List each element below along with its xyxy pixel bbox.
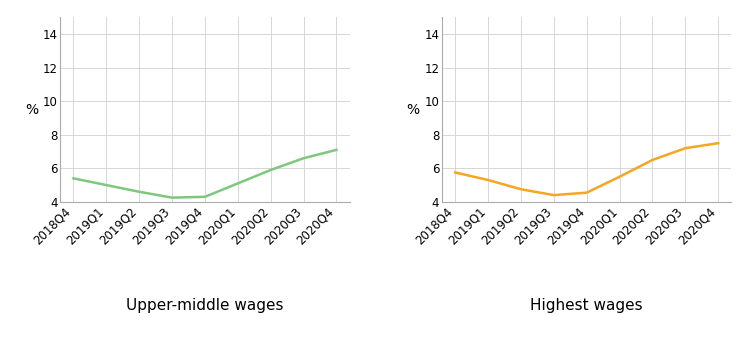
Text: Upper-middle wages: Upper-middle wages: [126, 298, 284, 313]
Text: Highest wages: Highest wages: [531, 298, 643, 313]
Y-axis label: %: %: [25, 103, 38, 117]
Y-axis label: %: %: [406, 103, 420, 117]
